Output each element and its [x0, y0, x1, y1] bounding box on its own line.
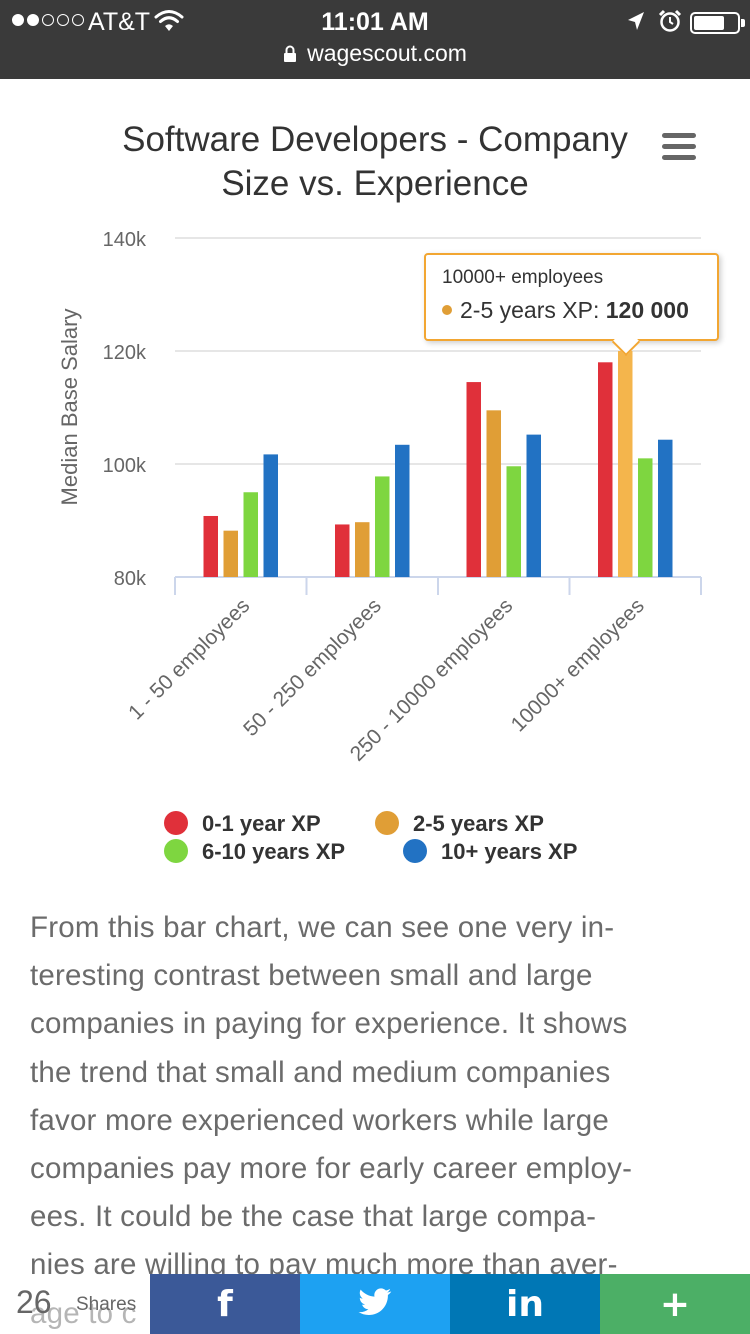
- tooltip-value-row: 2-5 years XP: 120 000: [442, 297, 701, 324]
- bar: [375, 476, 390, 577]
- legend-item-10-plus-years[interactable]: 10+ years XP: [403, 839, 577, 865]
- article-line: ees. It could be the case that large com…: [30, 1200, 597, 1234]
- legend-item-2-5-years[interactable]: 2-5 years XP: [375, 811, 544, 837]
- bar-chart[interactable]: 80k 100k 120k 140k Median Base Salary 1 - 50 …: [0, 220, 750, 780]
- legend-item-0-1-year[interactable]: 0-1 year XP: [164, 811, 321, 837]
- bar: [526, 434, 541, 577]
- bar: [355, 522, 370, 577]
- url-text: wagescout.com: [307, 40, 467, 66]
- x-tick-label: 10000+ employees: [507, 594, 649, 736]
- article-line: From this bar chart, we can see one very…: [30, 911, 615, 944]
- clock-time: 11:01 AM: [321, 8, 429, 36]
- alarm-icon: [658, 9, 682, 38]
- y-tick-label: 120k: [103, 342, 147, 364]
- article-line: teresting contrast between small and lar…: [30, 959, 593, 993]
- location-arrow-icon: [626, 10, 646, 37]
- bar: [243, 492, 258, 577]
- article-paragraph: From this bar chart, we can see one very…: [30, 904, 720, 1334]
- bar: [658, 439, 673, 577]
- legend-swatch: [164, 811, 188, 835]
- bar: [618, 351, 633, 577]
- wifi-icon: [154, 8, 184, 39]
- menu-icon[interactable]: [662, 133, 696, 161]
- article-line: companies in paying for experience. It s…: [30, 1007, 628, 1041]
- legend-swatch: [164, 839, 188, 863]
- bar: [335, 524, 350, 577]
- tooltip-series: 2-5 years XP: [460, 297, 593, 323]
- facebook-share-button[interactable]: f: [150, 1274, 300, 1334]
- carrier-name: AT&T: [88, 8, 151, 36]
- chart-title: Software Developers - Company Size vs. E…: [80, 118, 670, 206]
- linkedin-icon: in: [506, 1283, 544, 1325]
- twitter-share-button[interactable]: [300, 1274, 450, 1334]
- legend-label: 10+ years XP: [441, 839, 578, 864]
- y-tick-label: 140k: [103, 229, 147, 251]
- legend-item-6-10-years[interactable]: 6-10 years XP: [164, 839, 345, 865]
- chart-title-line-2: Size vs. Experience: [221, 164, 529, 203]
- x-tick-label: 50 - 250 employees: [239, 594, 386, 741]
- tooltip-category: 10000+ employees: [442, 267, 604, 288]
- share-count-box: [0, 1274, 150, 1334]
- plus-icon: +: [659, 1283, 691, 1325]
- y-tick-label: 80k: [114, 568, 147, 590]
- y-axis-title: Median Base Salary: [57, 309, 82, 506]
- battery-icon: [690, 12, 745, 34]
- legend-label: 2-5 years XP: [413, 811, 544, 836]
- bar: [466, 382, 481, 577]
- lock-icon: [283, 42, 297, 69]
- legend-swatch: [375, 811, 399, 835]
- facebook-icon: f: [217, 1283, 233, 1325]
- twitter-bird-icon: [358, 1287, 392, 1321]
- y-tick-label: 100k: [103, 455, 147, 477]
- signal-strength-icon: [12, 14, 84, 26]
- bar: [598, 362, 613, 577]
- bar: [506, 466, 521, 577]
- article-line: companies pay more for early career empl…: [30, 1152, 633, 1186]
- status-bar: AT&T 11:01 AM wagescout.com: [0, 0, 750, 79]
- bar: [263, 454, 278, 577]
- bar: [203, 515, 218, 577]
- legend-swatch: [403, 839, 427, 863]
- legend-label: 0-1 year XP: [202, 811, 321, 836]
- chart-title-line-1: Software Developers - Company: [122, 120, 628, 159]
- article-line: favor more experienced workers while lar…: [30, 1103, 609, 1137]
- linkedin-share-button[interactable]: in: [450, 1274, 600, 1334]
- share-count: 26: [16, 1284, 52, 1320]
- bar: [638, 458, 653, 577]
- share-label: Shares: [76, 1294, 137, 1315]
- tooltip-series-dot: [442, 305, 452, 315]
- tooltip-value: 120 000: [605, 297, 689, 323]
- chart-tooltip: 10000+ employees 2-5 years XP: 120 000: [424, 253, 719, 357]
- bar: [223, 530, 238, 577]
- legend-label: 6-10 years XP: [202, 839, 346, 864]
- bar: [395, 444, 410, 577]
- url-bar[interactable]: wagescout.com: [0, 40, 750, 69]
- bar: [486, 410, 501, 577]
- more-share-button[interactable]: +: [600, 1274, 750, 1334]
- article-line: the trend that small and medium companie…: [30, 1055, 611, 1089]
- x-tick-label: 1 - 50 employees: [124, 594, 254, 724]
